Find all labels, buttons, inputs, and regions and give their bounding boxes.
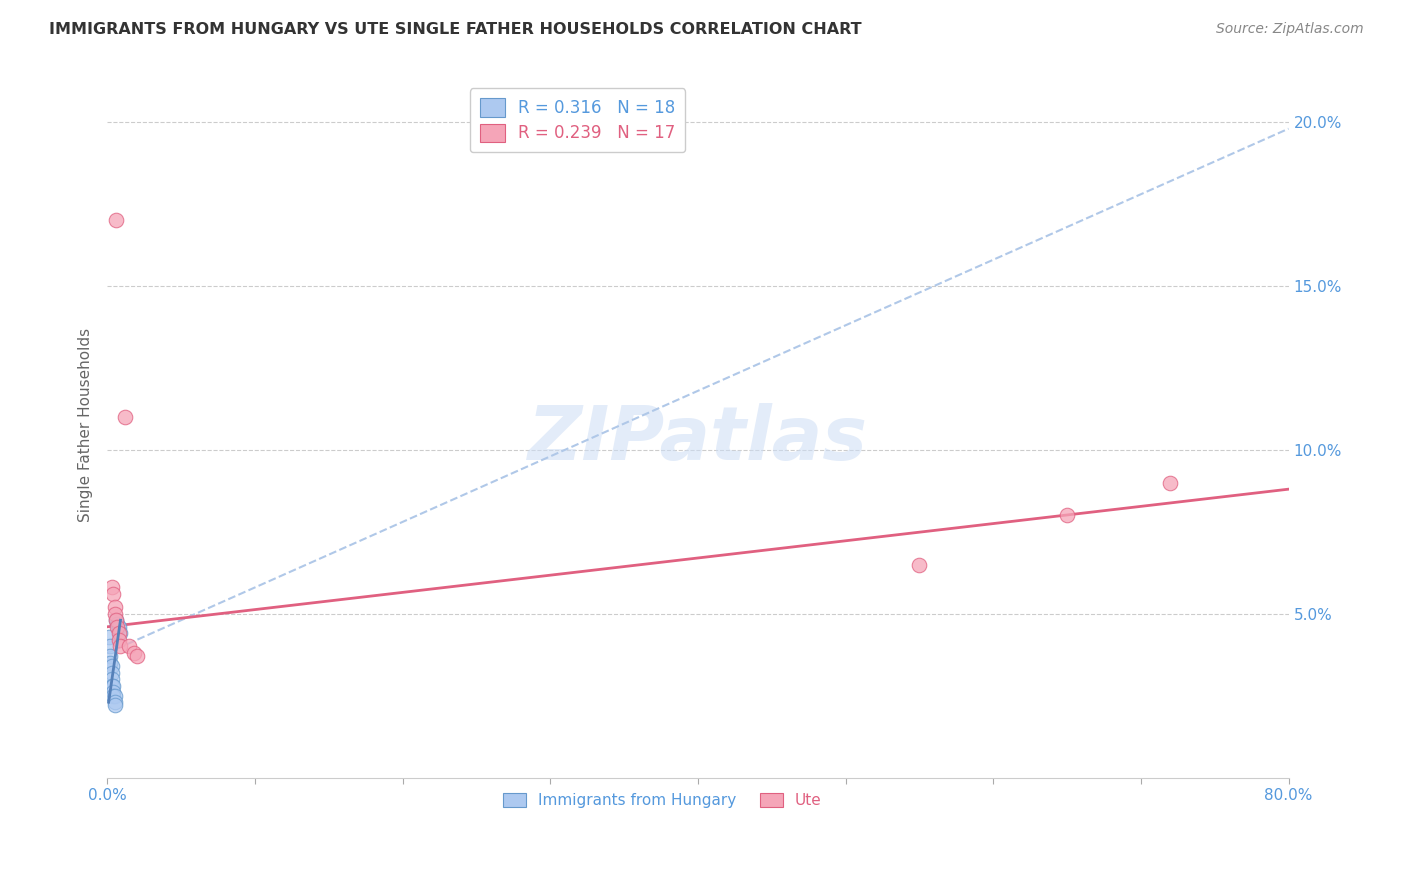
- Point: [108, 626, 131, 640]
- Point: [100, 679, 122, 693]
- Y-axis label: Single Father Households: Single Father Households: [79, 328, 93, 523]
- Point: [105, 613, 128, 627]
- Point: [98, 656, 121, 670]
- Point: [101, 689, 124, 703]
- Point: [103, 695, 125, 709]
- Point: [97, 630, 120, 644]
- Point: [98, 640, 121, 654]
- Point: [100, 665, 122, 680]
- Point: [107, 616, 129, 631]
- Point: [101, 679, 124, 693]
- Point: [1159, 475, 1181, 490]
- Point: [118, 640, 141, 654]
- Point: [101, 587, 124, 601]
- Point: [110, 640, 132, 654]
- Point: [98, 649, 121, 664]
- Point: [1056, 508, 1078, 523]
- Point: [105, 613, 128, 627]
- Point: [108, 620, 131, 634]
- Point: [103, 698, 125, 713]
- Point: [125, 649, 148, 664]
- Point: [110, 626, 132, 640]
- Point: [105, 213, 128, 227]
- Point: [100, 581, 122, 595]
- Point: [103, 607, 125, 621]
- Point: [100, 672, 122, 686]
- Text: IMMIGRANTS FROM HUNGARY VS UTE SINGLE FATHER HOUSEHOLDS CORRELATION CHART: IMMIGRANTS FROM HUNGARY VS UTE SINGLE FA…: [49, 22, 862, 37]
- Point: [114, 410, 136, 425]
- Point: [101, 685, 124, 699]
- Point: [103, 600, 125, 615]
- Point: [122, 646, 145, 660]
- Point: [103, 689, 125, 703]
- Legend: Immigrants from Hungary, Ute: Immigrants from Hungary, Ute: [496, 785, 830, 815]
- Text: ZIPatlas: ZIPatlas: [527, 403, 868, 475]
- Text: Source: ZipAtlas.com: Source: ZipAtlas.com: [1216, 22, 1364, 37]
- Point: [107, 620, 129, 634]
- Point: [100, 659, 122, 673]
- Point: [908, 558, 931, 572]
- Point: [108, 632, 131, 647]
